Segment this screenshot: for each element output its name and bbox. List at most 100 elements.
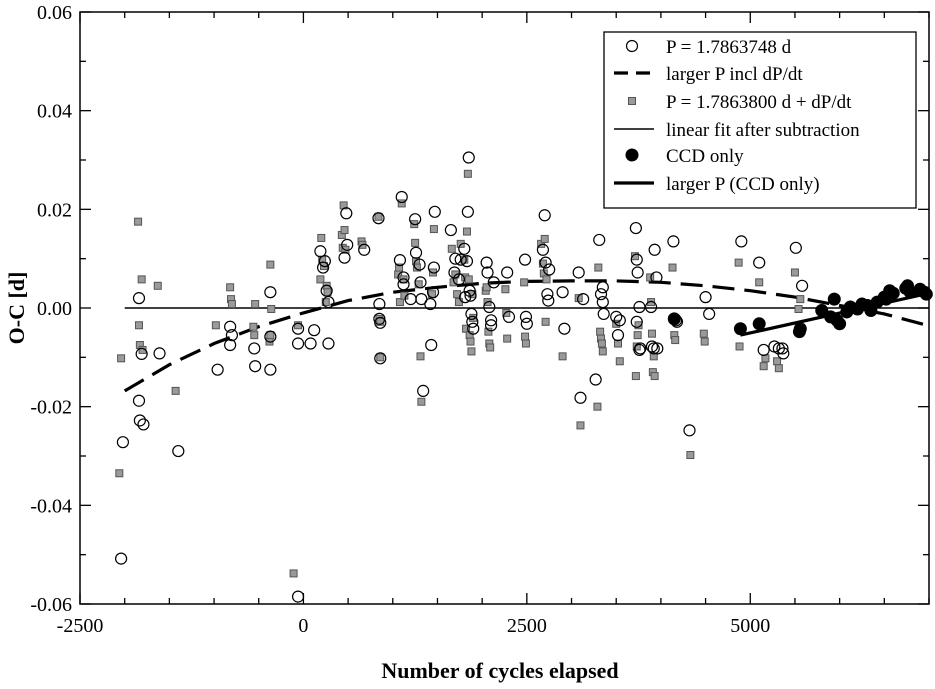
data-point-open-circle [795, 279, 809, 292]
x-axis-title: Number of cycles elapsed [381, 658, 618, 683]
data-point-open-circle [629, 221, 642, 235]
data-point-gray-square [542, 275, 551, 284]
data-point-gray-square [289, 569, 298, 578]
data-point-open-circle [417, 384, 430, 397]
data-point-gray-square [631, 372, 640, 381]
data-point-gray-square [520, 278, 529, 287]
data-point-open-circle [538, 209, 551, 222]
data-point-open-circle [558, 322, 571, 335]
data-point-gray-square [503, 334, 512, 343]
data-point-gray-square [411, 238, 420, 247]
data-point-open-circle [459, 291, 472, 304]
data-point-gray-square [226, 283, 235, 292]
x-tick-label: -2500 [57, 615, 104, 637]
data-point-open-circle [520, 317, 533, 330]
legend-label-gray-square: P = 1.7863800 d + dP/dt [666, 92, 852, 113]
data-point-open-circle [135, 347, 148, 360]
axis-ticks [79, 11, 930, 605]
data-point-open-circle [211, 363, 224, 376]
data-point-open-circle [757, 343, 770, 357]
data-point-gray-square [630, 252, 639, 261]
data-point-gray-square [501, 285, 510, 294]
data-point-gray-square [249, 322, 258, 331]
data-point-open-circle [132, 394, 146, 407]
data-point-open-circle [264, 330, 277, 343]
data-point-open-circle [409, 246, 423, 259]
data-point-open-circle [291, 322, 305, 335]
data-point-filled-circle [793, 322, 807, 336]
data-point-open-circle [777, 347, 790, 360]
data-point-gray-square [593, 402, 602, 411]
data-point-open-circle [340, 207, 353, 220]
data-point-gray-square [400, 291, 409, 300]
data-point-open-circle [132, 292, 146, 305]
data-point-gray-square [429, 225, 438, 234]
data-point-open-circle [543, 263, 556, 276]
y-tick-label: 0.00 [37, 298, 72, 320]
legend-sample-gray-square [628, 97, 636, 105]
data-point-open-circle [776, 342, 789, 355]
y-tick-label: -0.02 [30, 397, 72, 419]
data-point-gray-square [558, 352, 567, 361]
data-point-gray-square [646, 273, 655, 282]
data-point-open-circle [341, 238, 354, 251]
data-point-gray-square [463, 169, 472, 178]
legend-label-dashed-line: larger P incl dP/dt [666, 64, 803, 85]
data-point-open-circle [224, 338, 237, 352]
data-point-gray-square [521, 339, 530, 348]
data-point-open-circle [596, 281, 609, 294]
data-point-filled-circle [815, 303, 829, 317]
data-point-open-circle [536, 243, 550, 256]
data-point-open-circle [291, 590, 305, 603]
data-point-open-circle [611, 329, 625, 342]
data-point-open-circle [648, 243, 661, 256]
axis-tick-labels: -0.06 -0.04 -0.02 0.00 0.02 0.04 0.06 -2500 0 250… [30, 2, 770, 637]
data-point-open-circle [322, 295, 335, 309]
data-point-gray-square [541, 317, 550, 326]
data-point-gray-square [467, 347, 476, 356]
data-point-gray-square [395, 298, 404, 307]
data-point-gray-square [755, 278, 764, 287]
data-point-open-circle [426, 286, 440, 299]
data-point-open-circle [460, 255, 474, 268]
data-point-open-circle [374, 352, 387, 365]
data-point-filled-circle [667, 312, 681, 326]
data-point-gray-square [576, 421, 585, 430]
data-point-open-circle [316, 261, 330, 274]
y-tick-label: 0.02 [37, 199, 72, 221]
data-point-open-circle [630, 253, 643, 266]
data-point-open-circle [613, 314, 626, 327]
data-point-gray-square [251, 300, 260, 309]
data-point-open-circle [452, 273, 466, 286]
data-point-open-circle [308, 324, 321, 337]
data-point-gray-square [466, 337, 475, 346]
data-point-open-circle [589, 373, 602, 386]
data-point-open-circle [519, 310, 533, 323]
data-point-open-circle [428, 205, 441, 218]
legend-box [603, 31, 917, 209]
data-point-gray-square [633, 331, 642, 340]
data-point-gray-square [647, 329, 656, 338]
data-point-open-circle [483, 300, 496, 314]
data-point-open-circle [133, 414, 146, 427]
data-point-open-circle [594, 288, 608, 301]
data-point-gray-square [171, 386, 180, 395]
data-point-gray-square [414, 280, 423, 289]
data-point-open-circle [572, 266, 585, 279]
data-point-gray-square [502, 308, 511, 317]
data-point-gray-square [594, 263, 603, 272]
data-point-gray-square [227, 300, 236, 309]
data-point-open-circle [667, 235, 680, 248]
data-point-open-circle [454, 253, 467, 266]
data-point-open-circle [409, 213, 422, 226]
data-point-gray-square [540, 234, 549, 243]
data-point-gray-square [134, 321, 143, 330]
data-point-gray-square [774, 364, 783, 373]
legend-sample-open-circle [625, 39, 639, 53]
data-point-open-circle [314, 245, 327, 258]
data-point-open-circle [650, 271, 663, 284]
data-point-open-circle [424, 297, 437, 311]
data-point-open-circle [610, 310, 623, 323]
data-point-open-circle [630, 315, 643, 328]
